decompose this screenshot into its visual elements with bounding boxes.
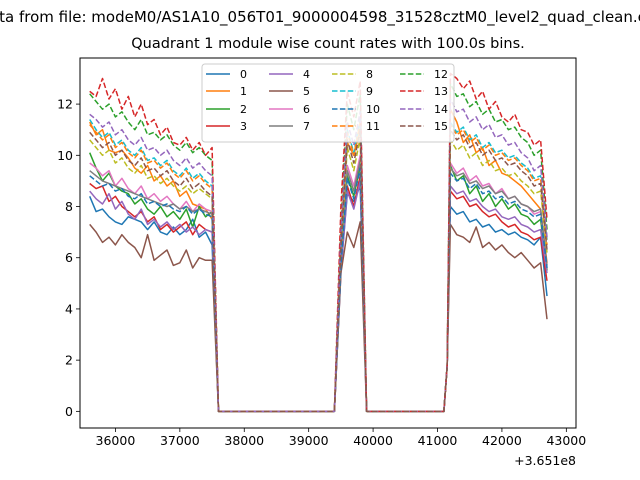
x-tick-label: 41000	[418, 433, 458, 448]
x-tick-label: 40000	[353, 433, 393, 448]
legend-label-2: 2	[240, 103, 247, 116]
legend-box	[201, 63, 455, 143]
y-tick-label: 8	[65, 199, 73, 214]
series-line-9	[89, 118, 548, 413]
series-line-3	[89, 175, 548, 413]
x-tick-label: 39000	[289, 433, 329, 448]
series-line-0	[89, 185, 548, 413]
x-axis: 36000 37000 38000 39000 40000 41000 42000 43000	[96, 428, 586, 448]
y-tick-label: 6	[65, 250, 73, 265]
legend-label-14: 14	[434, 103, 448, 116]
legend-label-10: 10	[366, 103, 380, 116]
x-tick-label: 37000	[160, 433, 200, 448]
legend-label-9: 9	[366, 85, 373, 98]
x-offset-label: +3.651e8	[514, 453, 576, 468]
y-tick-label: 10	[57, 148, 73, 163]
y-tick-label: 0	[65, 404, 73, 419]
x-tick-label: 38000	[224, 433, 264, 448]
series-line-7	[89, 159, 548, 413]
series-line-5	[89, 221, 548, 413]
legend-label-13: 13	[434, 85, 448, 98]
series-line-4	[89, 180, 548, 413]
series-line-14	[89, 98, 548, 413]
legend-label-5: 5	[303, 85, 310, 98]
series-line-10	[89, 167, 548, 413]
legend-label-0: 0	[240, 68, 247, 81]
legend-label-4: 4	[303, 68, 310, 81]
figure-suptitle: Data from file: modeM0/AS1A10_056T01_900…	[0, 8, 640, 26]
series-lines	[89, 72, 548, 413]
y-tick-label: 2	[65, 353, 73, 368]
y-tick-label: 12	[57, 97, 73, 112]
series-line-2	[89, 152, 548, 413]
x-tick-label: 43000	[546, 433, 586, 448]
series-line-13	[89, 72, 548, 413]
series-line-11	[89, 121, 548, 413]
series-line-6	[89, 154, 548, 413]
legend-label-7: 7	[303, 120, 310, 133]
y-tick-label: 4	[65, 301, 73, 316]
axes-frame	[79, 57, 577, 429]
series-line-8	[89, 136, 548, 413]
series-line-15	[89, 128, 548, 413]
legend-label-11: 11	[366, 120, 380, 133]
y-axis: 0 2 4 6 8 10 12	[57, 97, 80, 419]
series-line-12	[89, 82, 548, 413]
legend-label-15: 15	[434, 120, 448, 133]
legend-label-1: 1	[240, 85, 247, 98]
legend-label-12: 12	[434, 68, 448, 81]
series-line-1	[89, 108, 548, 413]
x-tick-label: 42000	[482, 433, 522, 448]
legend-label-3: 3	[240, 120, 247, 133]
chart-title: Quadrant 1 module wise count rates with …	[131, 36, 525, 52]
legend-label-8: 8	[366, 68, 373, 81]
x-tick-label: 36000	[96, 433, 136, 448]
legend-label-6: 6	[303, 103, 310, 116]
